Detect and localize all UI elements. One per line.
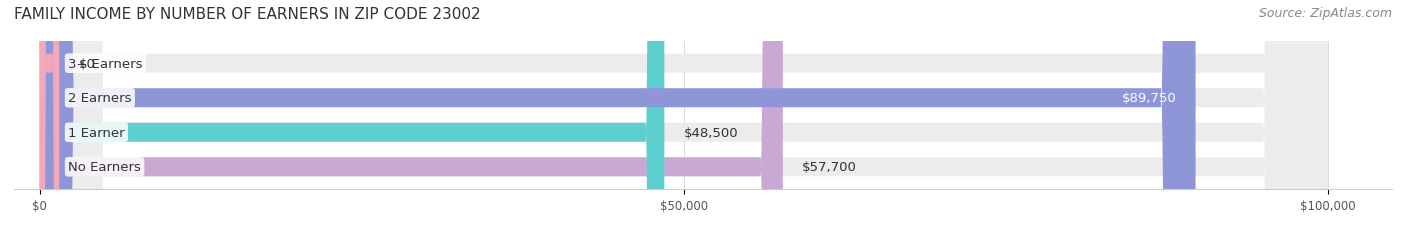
FancyBboxPatch shape <box>39 0 665 231</box>
Text: No Earners: No Earners <box>67 161 141 173</box>
FancyBboxPatch shape <box>39 0 783 231</box>
FancyBboxPatch shape <box>39 0 1327 231</box>
Text: Source: ZipAtlas.com: Source: ZipAtlas.com <box>1258 7 1392 20</box>
FancyBboxPatch shape <box>39 0 1327 231</box>
FancyBboxPatch shape <box>39 0 1327 231</box>
Text: $57,700: $57,700 <box>803 161 858 173</box>
FancyBboxPatch shape <box>39 0 1195 231</box>
Text: 3+ Earners: 3+ Earners <box>67 58 142 70</box>
FancyBboxPatch shape <box>39 0 1327 231</box>
Text: 1 Earner: 1 Earner <box>67 126 125 139</box>
FancyBboxPatch shape <box>39 0 59 231</box>
Text: $89,750: $89,750 <box>1122 92 1177 105</box>
Text: $0: $0 <box>79 58 96 70</box>
Text: FAMILY INCOME BY NUMBER OF EARNERS IN ZIP CODE 23002: FAMILY INCOME BY NUMBER OF EARNERS IN ZI… <box>14 7 481 22</box>
Text: 2 Earners: 2 Earners <box>67 92 132 105</box>
Text: $48,500: $48,500 <box>683 126 738 139</box>
